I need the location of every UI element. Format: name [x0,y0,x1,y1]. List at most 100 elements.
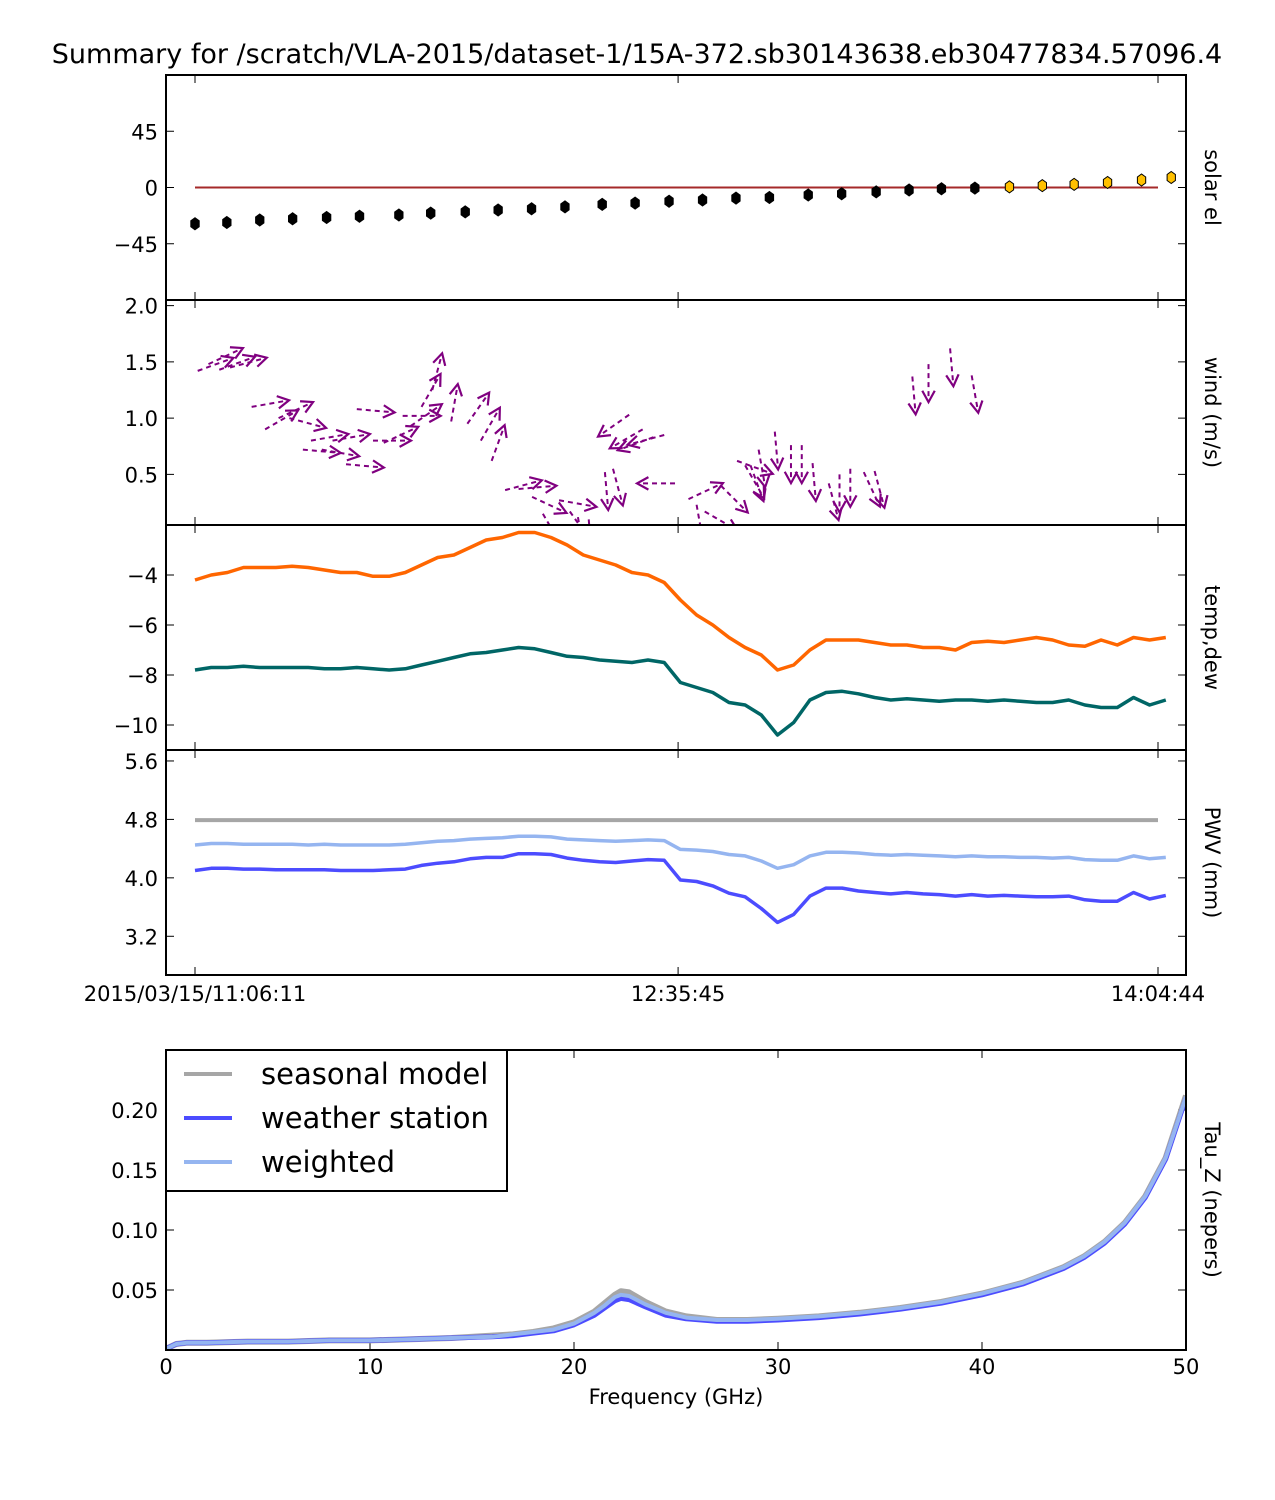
wind-arrow-head [907,402,922,417]
wind-arrow-shaft [345,463,380,469]
wind-arrow [720,484,750,515]
x-tick-label: 10 [357,1355,384,1379]
wind-arrow-head [382,404,397,419]
wind-arrow-shaft [631,434,665,445]
wind-arrow-head [615,439,631,454]
weighted-line [194,834,1166,871]
plot-area [190,170,1176,231]
wind-arrow-head [759,463,775,477]
wind-arrow [769,431,785,472]
wind-arrow-head [583,497,599,513]
y-tick-label: 45 [131,120,158,144]
solar-point [597,197,607,212]
wind-arrow-head [448,381,463,397]
wind-arrow-head [945,373,960,389]
solar-point [630,196,640,210]
wind-arrow [278,400,316,420]
wind-arrow-shaft [744,464,763,496]
y-axis-label: PWV (mm) [1200,807,1224,919]
wind-arrow-head [832,500,847,515]
wind-arrow [289,417,329,433]
wind-arrow [229,353,269,369]
solar-point [288,212,298,226]
solar-point [764,190,775,205]
wind-arrow-shaft [688,483,720,501]
y-tick-label: 0.20 [111,1099,158,1123]
wind-arrow-shaft [208,348,240,366]
wind-arrow-shaft [264,411,296,431]
wind-arrow-shaft [757,449,766,484]
wind-arrow-shaft [466,395,488,425]
y-tick-label: −8 [127,664,158,688]
wind-arrow-head [544,479,559,494]
weather-station-line [194,851,1167,925]
wind-arrow-shaft [197,358,230,372]
wind-arrow-shaft [218,357,252,371]
plot-area [194,818,1167,925]
wind-arrow [749,465,767,504]
solar-point [1166,170,1176,185]
legend-label: weather station [261,1101,489,1135]
wind-arrow-shaft [229,357,264,369]
wind-arrow-head [695,530,707,542]
wind-arrow-shaft [490,428,505,462]
wind-arrow-shaft [695,504,702,525]
wind-arrow-shaft [332,433,367,442]
wind-arrow-shaft [612,468,623,502]
wind-arrow-head [843,494,858,510]
wind-arrow-head [371,459,387,474]
x-tick-label: 40 [969,1355,996,1379]
wind-arrow [634,476,676,491]
tau-z-panel: 0.05 0.10 0.15 0.20 0 10 20 30 40 50 Frequency (GH… [111,1049,1224,1409]
wind-arrow [558,497,599,513]
y-tick-label: −45 [114,233,158,257]
solar-point [731,191,741,205]
wind-arrow-shaft [431,356,443,391]
wind-arrow [410,402,444,427]
wind-arrow [208,346,246,366]
wind-arrow-head [634,476,649,491]
wind-arrow-shaft [621,436,654,450]
solar-point [394,208,404,222]
wind-arrow [807,463,823,504]
y-axis-label: Tau_Z (nepers) [1199,1121,1224,1278]
y-axis-label: solar el [1200,149,1224,226]
wind-arrow [420,371,442,408]
solar-point [904,183,914,197]
x-tick-label: 14:04:44 [1111,982,1205,1006]
solar-point [1136,173,1147,187]
wind-arrow-head [285,409,301,423]
wind-arrow-shaft [749,465,764,498]
wind-arrow-shaft [873,470,885,505]
solar-point [871,185,881,199]
wind-arrow [518,479,559,494]
solar-point [493,203,503,217]
plot-area [166,1094,1186,1350]
wind-arrow-head [241,353,258,368]
wind-arrow-head [613,492,627,508]
wind-arrow [794,445,809,486]
wind-arrow-shaft [420,376,440,408]
wind-arrow [612,468,627,508]
y-tick-label: 1.0 [125,407,158,431]
wind-arrow [704,510,736,525]
y-tick-label: −10 [114,714,158,738]
wind-arrow-shaft [531,495,564,513]
wind-arrow [862,471,882,509]
x-tick-label: 2015/03/15/11:06:11 [84,982,306,1006]
x-axis-label: Frequency (GHz) [589,1385,764,1409]
wind-arrow-head [580,530,592,543]
wind-arrow [310,428,351,444]
x-tick-label: 0 [159,1355,172,1379]
wind-arrow-head [432,351,447,367]
dewpoint-line [194,645,1167,737]
wind-arrow [321,447,362,462]
wind-arrow [345,459,387,474]
wind-arrow-shaft [558,499,593,508]
solar-point [560,200,570,214]
legend: seasonal model weather station weighted [165,1049,508,1192]
wind-arrow [332,428,373,444]
wind-arrow [736,459,775,477]
wind-arrow-head [229,346,246,360]
wind-arrow [197,354,236,372]
